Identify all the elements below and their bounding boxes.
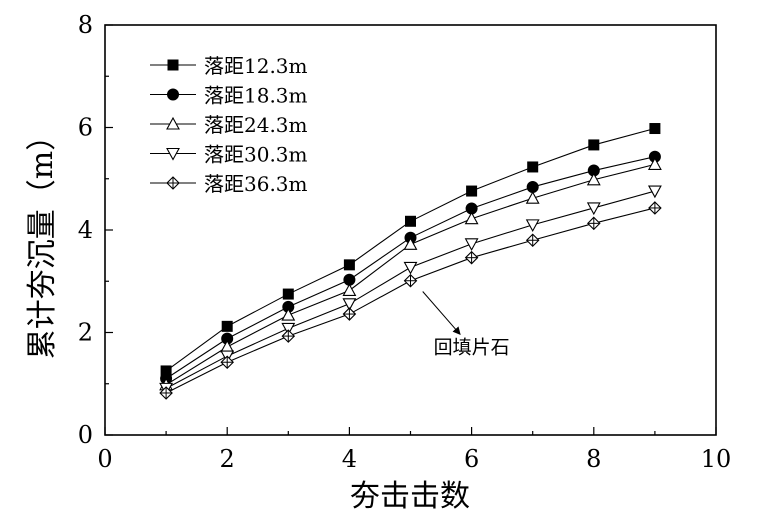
annotation-label: 回填片石 [434,337,510,359]
data-point [281,307,296,321]
data-point [403,261,418,275]
data-point [525,191,540,204]
data-point [167,88,179,101]
x-tick-label: 8 [586,445,601,473]
data-point [281,322,296,336]
data-point [220,355,234,370]
data-point [525,219,540,233]
series-3 [159,157,662,391]
legend-item: 落距36.3m [150,172,308,196]
legend-item: 落距12.3m [150,54,308,78]
data-point [464,238,479,251]
legend-item: 落距30.3m [150,143,308,167]
legend-label: 落距30.3m [204,143,308,167]
data-point [588,139,600,151]
x-tick-label: 6 [464,445,479,473]
data-point [648,201,662,215]
data-point [647,157,662,170]
data-point [166,147,180,161]
data-point [526,180,539,193]
data-point [343,259,355,271]
data-point [649,123,661,135]
y-tick-label: 0 [78,421,93,449]
data-point [342,283,357,297]
data-point [281,329,296,343]
data-point [464,211,479,225]
data-point [166,176,180,190]
plot-frame [104,24,717,436]
data-point [587,216,601,231]
x-tick-label: 2 [220,445,235,473]
data-point [405,215,416,227]
data-point [647,185,662,199]
series-1 [160,123,661,377]
x-axis-label: 夯击击数 [350,479,470,514]
legend-label: 落距12.3m [204,54,308,78]
annotation-arrow [422,291,461,336]
legend-item: 落距24.3m [150,113,308,137]
series-5 [159,201,662,400]
data-point [527,161,539,173]
y-axis-label: 累计夯沉量（m） [25,121,60,359]
legend-item: 落距18.3m [150,84,308,108]
data-point [586,202,601,216]
data-point [403,273,418,288]
data-point [586,172,601,186]
data-point [342,307,357,321]
data-point [166,116,180,130]
data-point [464,250,479,265]
data-point [403,237,418,250]
legend-label: 落距24.3m [204,113,308,137]
x-tick-label: 4 [342,445,357,473]
y-tick-label: 4 [78,216,93,244]
data-point [221,320,233,332]
data-point [282,288,294,300]
legend-label: 落距36.3m [204,172,308,196]
y-tick-label: 8 [78,11,93,39]
data-point [466,185,478,197]
data-point [159,386,173,400]
legend-label: 落距18.3m [204,84,308,108]
x-tick-label: 0 [97,445,112,473]
data-point [525,233,540,248]
data-point [167,59,179,71]
data-point [342,298,357,311]
x-tick-label: 10 [701,445,732,473]
y-tick-label: 2 [78,319,93,347]
y-tick-label: 6 [78,114,93,142]
